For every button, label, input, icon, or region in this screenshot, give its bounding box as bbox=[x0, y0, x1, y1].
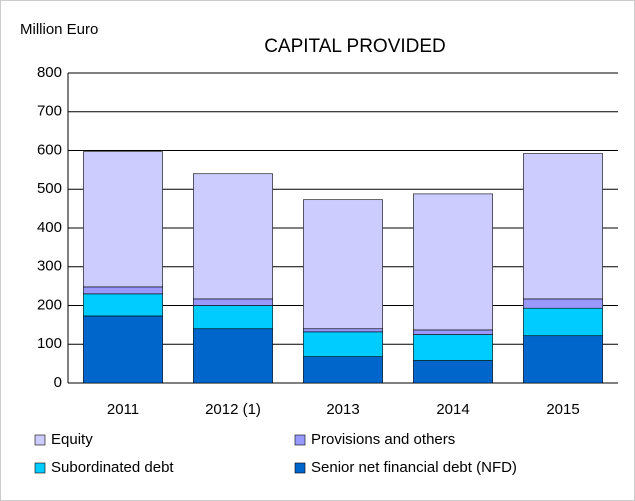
legend-label: Senior net financial debt (NFD) bbox=[311, 459, 517, 476]
bar-segment bbox=[193, 328, 273, 384]
bar-segment bbox=[193, 298, 273, 306]
y-tick-label: 400 bbox=[37, 219, 62, 236]
bar-segment bbox=[413, 193, 493, 331]
bar-segment bbox=[413, 360, 493, 384]
bar-segment bbox=[303, 328, 383, 333]
bar-segment bbox=[523, 153, 603, 300]
bar-segment bbox=[523, 335, 603, 384]
bar-segment bbox=[523, 307, 603, 337]
legend-label: Provisions and others bbox=[311, 431, 455, 448]
x-tick-label: 2015 bbox=[546, 401, 579, 418]
y-tick-label: 200 bbox=[37, 296, 62, 313]
bar-segment bbox=[303, 331, 383, 357]
legend-swatch bbox=[34, 434, 46, 446]
bar-segment bbox=[193, 305, 273, 330]
legend-swatch bbox=[294, 434, 306, 446]
bar-segment bbox=[83, 293, 163, 317]
bar-segment bbox=[83, 151, 163, 288]
bar-segment bbox=[83, 286, 163, 295]
y-tick-label: 0 bbox=[54, 374, 62, 391]
y-axis-label: Million Euro bbox=[20, 21, 98, 38]
x-tick-label: 2013 bbox=[326, 401, 359, 418]
legend-swatch bbox=[34, 462, 46, 474]
x-tick-label: 2011 bbox=[107, 401, 139, 418]
bar-segment bbox=[413, 334, 493, 361]
bar-segment bbox=[83, 315, 163, 384]
bar-segment bbox=[303, 199, 383, 330]
chart-title: CAPITAL PROVIDED bbox=[264, 36, 446, 57]
y-tick-label: 700 bbox=[37, 103, 62, 120]
legend-swatch bbox=[294, 462, 306, 474]
x-tick-label: 2014 bbox=[436, 401, 469, 418]
bar-segment bbox=[413, 329, 493, 335]
y-tick-label: 600 bbox=[37, 141, 62, 158]
y-tick-label: 500 bbox=[37, 180, 62, 197]
bar-segment bbox=[303, 356, 383, 384]
x-tick-label: 2012 (1) bbox=[205, 401, 261, 418]
bar-segment bbox=[193, 173, 273, 300]
legend-label: Equity bbox=[51, 431, 93, 448]
y-tick-label: 300 bbox=[37, 258, 62, 275]
y-tick-label: 100 bbox=[37, 335, 62, 352]
y-tick-label: 800 bbox=[37, 64, 62, 81]
bar-segment bbox=[523, 298, 603, 309]
legend-label: Subordinated debt bbox=[51, 459, 174, 476]
